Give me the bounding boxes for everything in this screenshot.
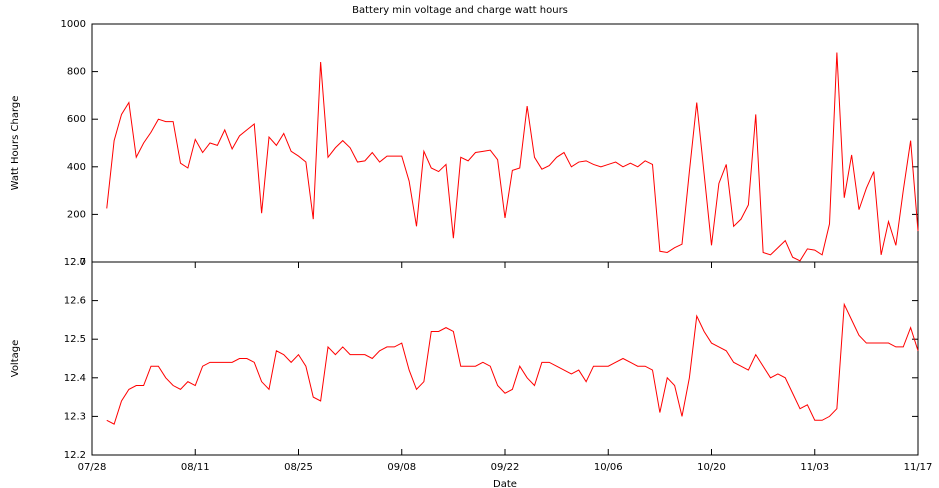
y-tick-label: 12.2 [64, 450, 86, 461]
x-tick-label: 10/20 [697, 462, 726, 473]
chart-title: Battery min voltage and charge watt hour… [352, 5, 568, 16]
x-tick-label: 09/08 [387, 462, 416, 473]
y-axis-label: Watt Hours Charge [10, 96, 21, 191]
x-tick-label: 11/03 [800, 462, 829, 473]
y-tick-label: 600 [67, 114, 86, 125]
x-tick-label: 09/22 [491, 462, 520, 473]
plot-frame [91, 23, 919, 263]
y-tick-label: 12.4 [64, 373, 86, 384]
y-tick-label: 200 [67, 209, 86, 220]
data-line [106, 52, 919, 262]
x-tick-label: 10/06 [594, 462, 623, 473]
y-tick-label: 12.7 [64, 257, 86, 268]
data-line [106, 302, 919, 425]
y-tick-label: 12.6 [64, 296, 86, 307]
plot-frame [91, 261, 919, 456]
x-axis-label: Date [493, 479, 517, 488]
y-tick-label: 12.3 [64, 411, 86, 422]
y-tick-label: 12.5 [64, 334, 86, 345]
x-tick-label: 08/11 [181, 462, 210, 473]
x-tick-label: 11/17 [904, 462, 933, 473]
y-axis-label: Voltage [10, 340, 21, 378]
y-tick-label: 1000 [61, 19, 86, 30]
y-tick-label: 800 [67, 67, 86, 78]
x-tick-label: 08/25 [284, 462, 313, 473]
y-tick-label: 0 [80, 257, 86, 268]
y-tick-label: 400 [67, 162, 86, 173]
x-tick-label: 07/28 [78, 462, 107, 473]
